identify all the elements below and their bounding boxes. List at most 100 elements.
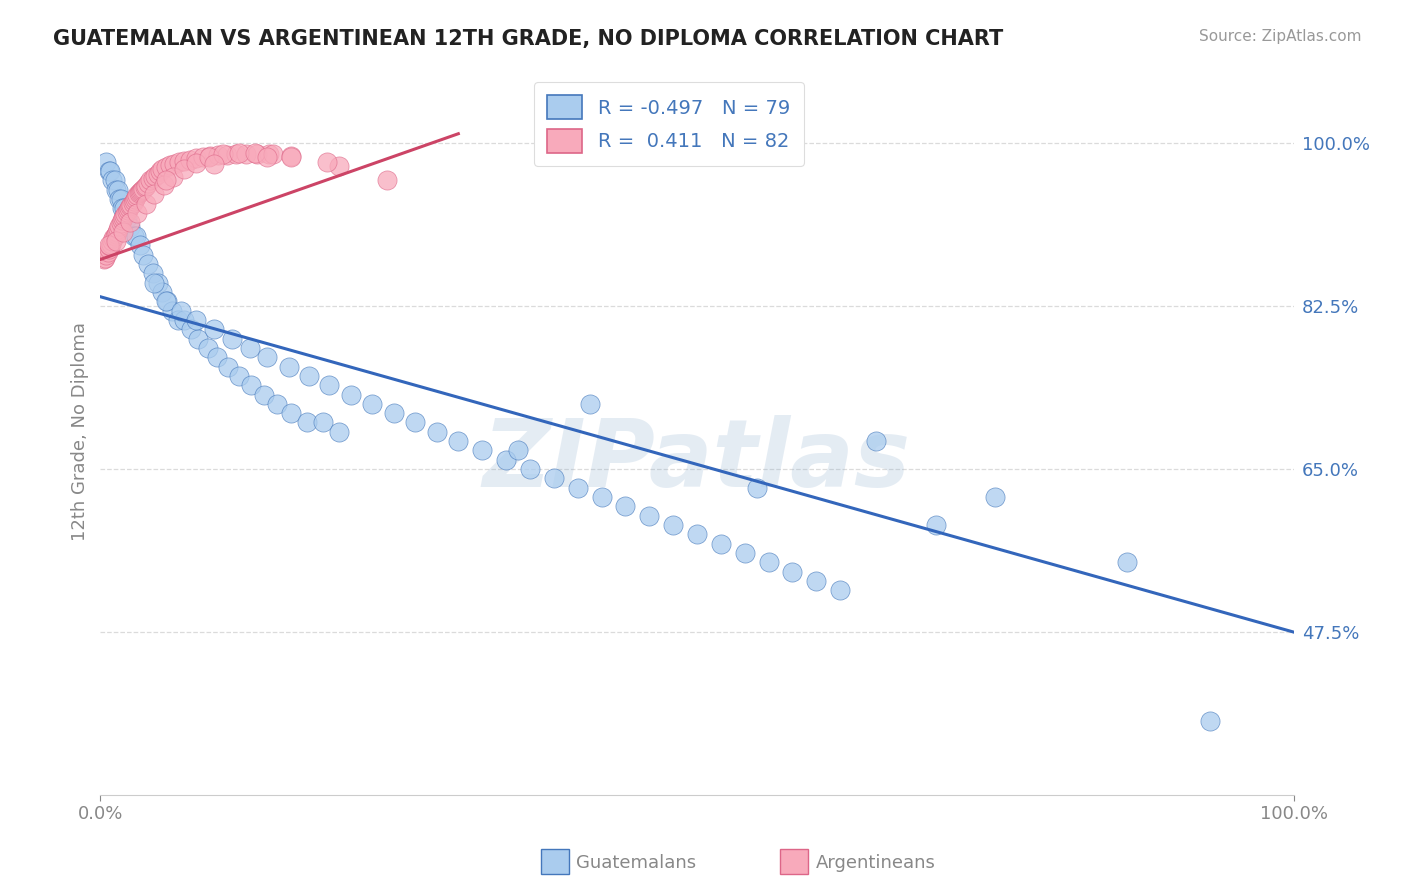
Point	[614, 500, 637, 514]
Point	[108, 192, 131, 206]
Point	[98, 164, 121, 178]
Point	[135, 196, 157, 211]
Point	[115, 205, 138, 219]
Point	[217, 359, 239, 374]
Point	[120, 215, 142, 229]
Point	[173, 313, 195, 327]
Point	[280, 150, 302, 164]
Point	[104, 227, 127, 242]
Point	[107, 183, 129, 197]
Point	[142, 170, 165, 185]
Point	[100, 236, 122, 251]
Point	[318, 378, 340, 392]
Point	[471, 443, 494, 458]
Point	[93, 252, 115, 267]
Point	[567, 481, 589, 495]
Text: GUATEMALAN VS ARGENTINEAN 12TH GRADE, NO DIPLOMA CORRELATION CHART: GUATEMALAN VS ARGENTINEAN 12TH GRADE, NO…	[53, 29, 1004, 48]
Point	[105, 225, 128, 239]
Point	[207, 351, 229, 365]
Point	[225, 147, 247, 161]
Point	[340, 387, 363, 401]
Point	[152, 162, 174, 177]
Point	[180, 322, 202, 336]
Point	[426, 425, 449, 439]
Point	[128, 186, 150, 200]
Point	[163, 156, 186, 170]
Point	[745, 481, 768, 495]
Legend: R = -0.497   N = 79, R =  0.411   N = 82: R = -0.497 N = 79, R = 0.411 N = 82	[534, 82, 804, 166]
Point	[142, 267, 165, 281]
Point	[101, 173, 124, 187]
Point	[122, 229, 145, 244]
Point	[266, 397, 288, 411]
Point	[134, 179, 156, 194]
Point	[212, 147, 235, 161]
Point	[103, 231, 125, 245]
Point	[143, 276, 166, 290]
Point	[215, 148, 238, 162]
Point	[662, 517, 685, 532]
Point	[865, 434, 887, 449]
Point	[734, 546, 756, 560]
Point	[239, 378, 262, 392]
Point	[404, 416, 426, 430]
Point	[156, 294, 179, 309]
Point	[98, 239, 121, 253]
Point	[146, 167, 169, 181]
Point	[117, 203, 139, 218]
Point	[120, 197, 142, 211]
Point	[111, 225, 134, 239]
Point	[155, 294, 177, 309]
Point	[101, 234, 124, 248]
Point	[519, 462, 541, 476]
Point	[149, 164, 172, 178]
Point	[246, 147, 269, 161]
Point	[110, 192, 132, 206]
Point	[139, 173, 162, 187]
Point	[132, 182, 155, 196]
Point	[984, 490, 1007, 504]
Point	[129, 184, 152, 198]
Point	[127, 206, 149, 220]
Point	[104, 234, 127, 248]
Point	[312, 416, 335, 430]
Point	[184, 155, 207, 169]
Point	[295, 416, 318, 430]
Point	[96, 154, 118, 169]
Point	[257, 147, 280, 161]
Point	[228, 368, 250, 383]
Point	[298, 368, 321, 383]
Point	[262, 147, 284, 161]
Point	[207, 148, 229, 162]
Point	[316, 154, 339, 169]
Point	[924, 517, 946, 532]
Point	[128, 238, 150, 252]
Point	[112, 209, 135, 223]
Point	[202, 322, 225, 336]
Point	[447, 434, 470, 449]
Text: Argentineans: Argentineans	[815, 854, 935, 871]
Point	[591, 490, 613, 504]
Point	[94, 251, 117, 265]
Point	[143, 169, 166, 183]
Point	[112, 201, 135, 215]
Point	[115, 211, 138, 225]
Point	[97, 242, 120, 256]
Point	[328, 425, 350, 439]
Point	[256, 351, 278, 365]
Point	[830, 583, 852, 598]
Point	[118, 201, 141, 215]
Point	[191, 150, 214, 164]
Point	[170, 303, 193, 318]
Point	[155, 161, 177, 175]
Point	[506, 443, 529, 458]
Text: ZIPatlas: ZIPatlas	[482, 415, 911, 507]
Point	[104, 173, 127, 187]
Point	[122, 194, 145, 208]
Point	[108, 219, 131, 233]
Point	[125, 229, 148, 244]
Point	[152, 178, 174, 192]
Point	[710, 536, 733, 550]
Point	[198, 150, 221, 164]
Point	[96, 245, 118, 260]
